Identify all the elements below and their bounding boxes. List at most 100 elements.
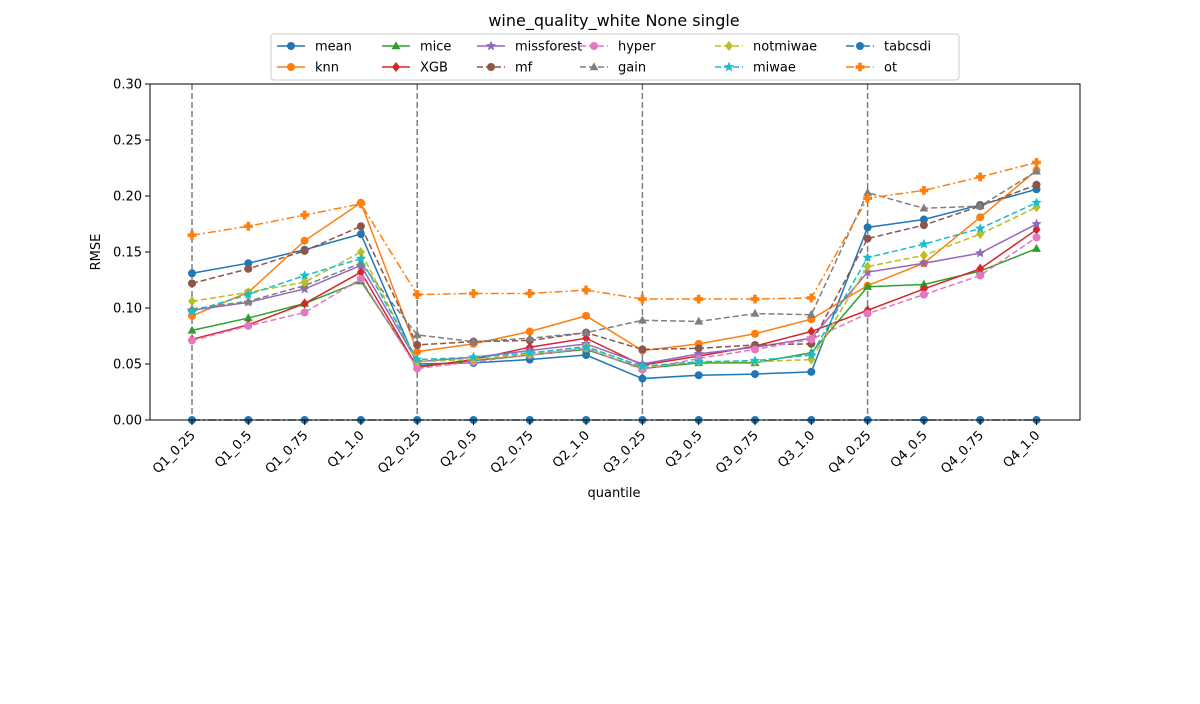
data-point-mf xyxy=(356,222,365,231)
data-point-mean xyxy=(751,370,759,379)
series-knn xyxy=(188,166,1041,356)
series-miwae xyxy=(186,197,1042,371)
data-point-knn xyxy=(582,311,591,320)
data-point-mf xyxy=(638,345,647,354)
data-point-ot xyxy=(806,293,816,303)
data-point-mf xyxy=(919,221,928,230)
legend-item-missforest: missforest xyxy=(477,40,582,55)
data-point-hyper xyxy=(188,336,196,345)
data-point-ot xyxy=(919,186,929,195)
legend-marker xyxy=(725,41,733,51)
legend-marker xyxy=(487,63,495,71)
data-point-miwae xyxy=(243,289,254,299)
data-point-notmiwae xyxy=(863,261,872,272)
y-axis-label: RMSE xyxy=(89,234,104,271)
data-point-knn xyxy=(413,347,422,356)
data-point-ot xyxy=(187,230,197,240)
data-point-miwae xyxy=(806,349,817,360)
data-point-missforest xyxy=(918,257,930,268)
data-point-ot xyxy=(975,172,985,182)
y-axis: 0.00 0.05 0.10 0.15 0.20 0.25 0.30 xyxy=(113,78,150,429)
data-point-mf xyxy=(863,234,872,243)
data-point-gain xyxy=(750,308,760,317)
legend-label: mice xyxy=(420,40,451,55)
legend-frame xyxy=(270,33,960,81)
x-tick-label: Q4_1.0 xyxy=(1000,428,1043,471)
legend-item-XGB: XGB xyxy=(382,61,448,76)
data-point-notmiwae xyxy=(188,296,196,307)
x-tick-label: Q2_0.5 xyxy=(437,428,480,471)
data-point-missforest xyxy=(1031,218,1042,229)
data-point-mf xyxy=(1032,180,1041,189)
y-tick-label: 0.15 xyxy=(113,246,142,261)
legend-label: knn xyxy=(315,61,339,76)
series-line-missforest xyxy=(191,223,1037,365)
data-point-miwae xyxy=(412,354,423,364)
data-point-gain xyxy=(638,315,647,324)
x-tick-label: Q1_0.5 xyxy=(212,428,255,471)
legend-marker xyxy=(391,41,401,50)
legend-marker xyxy=(856,42,864,50)
legend-marker xyxy=(855,62,865,72)
legend-item-mean: mean xyxy=(277,40,352,55)
data-point-ot xyxy=(581,285,591,295)
data-point-hyper xyxy=(244,321,253,330)
data-point-mean xyxy=(807,367,816,376)
legend-item-tabcsdi: tabcsdi xyxy=(846,40,931,55)
data-point-notmiwae xyxy=(919,250,928,261)
legend-item-hyper: hyper xyxy=(580,40,656,55)
x-tick-label: Q4_0.5 xyxy=(888,428,931,471)
legend-marker xyxy=(287,42,295,50)
data-point-ot xyxy=(356,199,366,209)
data-point-gain xyxy=(243,296,253,305)
data-point-notmiwae xyxy=(356,247,365,257)
data-point-ot xyxy=(694,294,704,304)
series-line-miwae xyxy=(191,202,1037,367)
data-point-miwae xyxy=(355,253,367,264)
y-tick-label: 0.00 xyxy=(113,414,142,429)
series-line-mf xyxy=(191,184,1037,351)
data-point-gain xyxy=(694,316,704,325)
series-line-ot xyxy=(191,161,1037,300)
data-point-hyper xyxy=(863,309,872,318)
series-hyper xyxy=(188,233,1041,374)
legend: mean knn mice XGB missforest mf hyper gain notmi… xyxy=(270,33,960,81)
data-point-knn xyxy=(525,327,534,336)
data-point-gain xyxy=(863,187,872,196)
x-tick-label: Q4_0.75 xyxy=(938,428,987,477)
legend-label: missforest xyxy=(515,40,582,55)
data-point-mice xyxy=(243,313,253,322)
data-point-miwae xyxy=(524,347,535,358)
series-line-knn xyxy=(191,169,1037,353)
x-tick-label: Q3_1.0 xyxy=(775,428,818,471)
legend-label: ot xyxy=(884,61,897,76)
legend-label: gain xyxy=(618,61,646,76)
data-point-mf xyxy=(188,279,196,288)
x-axis-label: quantile xyxy=(587,486,640,501)
data-point-XGB xyxy=(976,263,985,274)
legend-marker xyxy=(392,62,400,72)
x-tick-label: Q2_0.25 xyxy=(375,428,424,477)
axes-frame xyxy=(149,83,1081,421)
data-point-knn xyxy=(300,236,309,245)
data-point-mice xyxy=(919,279,929,288)
series-line-mean xyxy=(191,188,1037,380)
legend-item-ot: ot xyxy=(846,61,897,76)
data-point-miwae xyxy=(468,351,479,362)
data-point-mf xyxy=(413,340,422,349)
data-point-gain xyxy=(806,309,816,318)
data-point-ot xyxy=(750,294,760,304)
data-point-ot xyxy=(1032,158,1041,167)
data-point-ot xyxy=(300,210,309,220)
data-point-hyper xyxy=(1032,233,1041,242)
data-point-gain xyxy=(412,330,422,339)
x-tick-label: Q1_0.25 xyxy=(150,428,199,477)
series-ot xyxy=(187,158,1041,304)
data-point-ot xyxy=(638,294,647,304)
data-point-hyper xyxy=(919,290,928,299)
data-point-mean xyxy=(863,223,872,232)
data-point-ot xyxy=(469,289,478,298)
data-point-hyper xyxy=(356,274,365,283)
data-point-mean xyxy=(582,351,591,360)
